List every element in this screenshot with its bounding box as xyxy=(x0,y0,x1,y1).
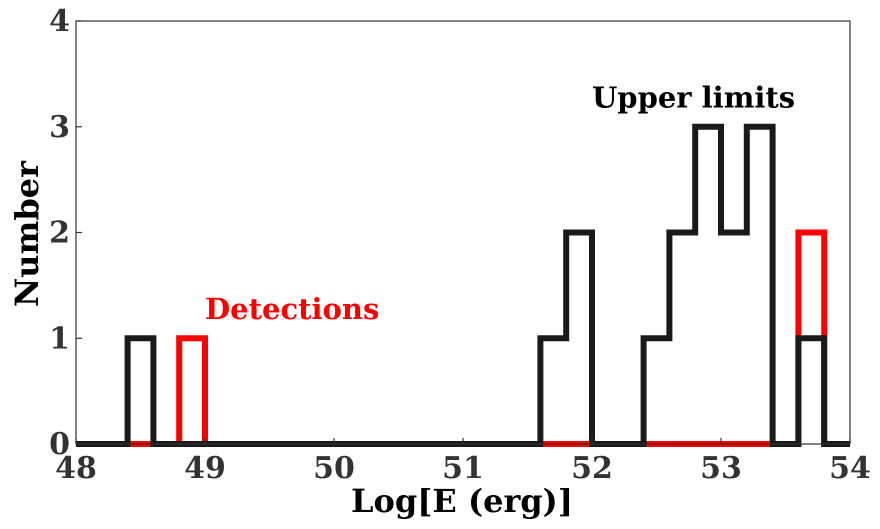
y-tick-label: 2 xyxy=(49,216,70,251)
x-tick-label: 53 xyxy=(700,451,742,486)
y-axis-title: Number xyxy=(8,160,46,307)
series-layer xyxy=(76,123,850,447)
y-tick-label: 4 xyxy=(49,4,70,39)
x-tick-label: 49 xyxy=(184,451,226,486)
series-detections-step xyxy=(76,229,850,447)
x-tick-label: 51 xyxy=(442,451,484,486)
annotation-upper-limits: Upper limits xyxy=(592,81,795,115)
x-tick-label: 50 xyxy=(313,451,355,486)
annotations-layer: Upper limits Detections xyxy=(205,81,795,327)
ticks-layer: 48 49 50 51 52 53 54 0 1 2 3 4 xyxy=(49,4,871,486)
x-tick-label: 54 xyxy=(829,451,871,486)
x-tick-label: 48 xyxy=(55,451,97,486)
y-tick-label: 1 xyxy=(49,321,70,356)
annotation-detections: Detections xyxy=(205,292,379,326)
y-tick-label: 0 xyxy=(49,427,70,462)
y-tick-label: 3 xyxy=(49,110,70,145)
series-upper-limits-step xyxy=(76,123,850,447)
x-tick-label: 52 xyxy=(571,451,613,486)
x-axis-title: Log[E (erg)] xyxy=(351,482,573,520)
